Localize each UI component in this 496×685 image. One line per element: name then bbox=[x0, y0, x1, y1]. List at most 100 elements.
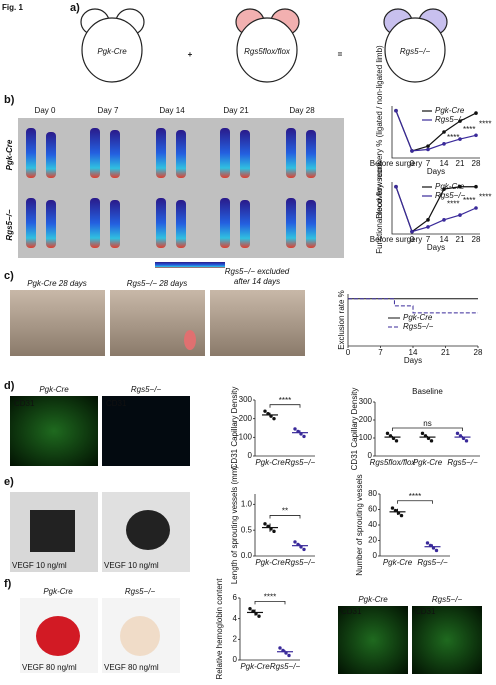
y-tick-label: 300 bbox=[239, 395, 253, 404]
y-axis-label: CD31 Capillary Density bbox=[230, 387, 239, 470]
significance: **** bbox=[479, 192, 491, 201]
significance: **** bbox=[463, 125, 475, 134]
data-point bbox=[474, 111, 478, 115]
dot bbox=[390, 506, 395, 510]
y-axis-label: Exclusion rate % bbox=[337, 290, 346, 350]
data-point bbox=[442, 218, 446, 222]
dot bbox=[399, 513, 404, 518]
dot bbox=[263, 522, 267, 526]
x-tick-label: 28 bbox=[472, 159, 481, 168]
y-axis-label: Blood flow recovery % (ligated / non-lig… bbox=[375, 45, 384, 219]
photo-caption: Pgk-Cre 28 days bbox=[27, 279, 87, 288]
dot bbox=[393, 508, 398, 513]
data-point bbox=[458, 184, 462, 189]
y-tick-label: 0 bbox=[233, 655, 238, 664]
dot bbox=[434, 548, 439, 553]
dot bbox=[464, 439, 469, 443]
data-point bbox=[474, 184, 478, 189]
image-label: VEGF 10 ng/ml bbox=[12, 561, 67, 570]
micrographs bbox=[10, 396, 482, 674]
x-axis-label: Days bbox=[427, 243, 445, 252]
leg-photos bbox=[10, 290, 305, 356]
dot bbox=[388, 434, 393, 438]
y-axis-label: CD31 Capillary Density bbox=[350, 388, 359, 471]
legend-label: Pgk-Cre bbox=[435, 106, 465, 115]
axes bbox=[391, 106, 480, 159]
dot bbox=[461, 436, 466, 441]
dot bbox=[278, 646, 282, 650]
y-tick-label: 200 bbox=[239, 414, 253, 423]
x-tick-label: Rgs5−/− bbox=[285, 458, 316, 467]
data-point bbox=[458, 119, 462, 123]
data-point bbox=[458, 137, 462, 141]
image-label: VEGF 80 ng/ml bbox=[104, 663, 159, 672]
image-title: Pgk-Cre bbox=[43, 587, 73, 596]
y-tick-label: 200 bbox=[359, 415, 373, 424]
axes bbox=[239, 598, 300, 661]
panel-label: c) bbox=[4, 270, 14, 282]
photo-caption: after 14 days bbox=[234, 277, 280, 286]
day-label: Day 7 bbox=[98, 106, 119, 115]
stain-label: CD31 bbox=[106, 399, 127, 408]
x-tick-label: 28 bbox=[474, 348, 483, 357]
significance: ** bbox=[282, 507, 288, 516]
x-tick-label: 0 bbox=[410, 159, 415, 168]
mouse-label: Rgs5flox/flox bbox=[244, 47, 291, 56]
image-title: Rgs5−/− bbox=[125, 587, 156, 596]
dot bbox=[266, 411, 270, 416]
significance: **** bbox=[409, 492, 421, 501]
dot bbox=[429, 439, 434, 443]
y-axis-label: Functional recovery score bbox=[375, 162, 384, 254]
y-tick-label: 1.0 bbox=[241, 499, 253, 508]
axes bbox=[374, 402, 480, 457]
y-tick-label: 100 bbox=[239, 432, 253, 441]
x-tick-label: 14 bbox=[440, 159, 449, 168]
dot bbox=[266, 524, 270, 529]
x-tick-label: Rgs5−/− bbox=[285, 558, 316, 567]
stain-label: CD31 bbox=[14, 399, 35, 408]
x-tick-label: 28 bbox=[472, 235, 481, 244]
dot bbox=[284, 651, 288, 655]
x-tick-label: 14 bbox=[440, 235, 449, 244]
dot bbox=[254, 612, 258, 616]
data-point bbox=[442, 142, 446, 146]
dot bbox=[257, 614, 261, 618]
significance: **** bbox=[463, 196, 475, 205]
dot bbox=[394, 439, 399, 443]
dot bbox=[293, 427, 297, 431]
significance-bracket bbox=[269, 515, 301, 519]
image-title: Rgs5−/− bbox=[131, 385, 162, 394]
y-tick-label: 0 bbox=[248, 451, 253, 460]
dot bbox=[299, 432, 303, 436]
x-tick-label: Rgs5−/− bbox=[447, 458, 478, 467]
y-axis-label: Relative hemoglobin content bbox=[215, 578, 224, 680]
y-tick-label: 0.0 bbox=[241, 551, 253, 560]
significance-bracket bbox=[269, 404, 301, 408]
data-point bbox=[442, 187, 446, 191]
dot bbox=[385, 431, 390, 436]
x-axis-label: Days bbox=[404, 356, 422, 365]
x-tick-label: 21 bbox=[441, 348, 450, 357]
image-title: Rgs5−/− bbox=[432, 595, 463, 604]
laser-doppler-images bbox=[18, 118, 344, 268]
data-point bbox=[394, 108, 398, 113]
axes bbox=[391, 182, 480, 235]
data-point bbox=[410, 229, 414, 234]
x-tick-label: Pgk-Cre bbox=[383, 558, 413, 567]
x-tick-label: Rgs5−/− bbox=[270, 662, 301, 671]
significance-bracket bbox=[397, 500, 433, 504]
dot bbox=[272, 416, 276, 421]
dot bbox=[420, 431, 425, 436]
x-tick-label: 14 bbox=[409, 348, 418, 357]
mouse-label: Rgs5−/− bbox=[400, 47, 431, 56]
y-tick-label: 60 bbox=[368, 505, 377, 514]
y-tick-label: 0.5 bbox=[241, 525, 253, 534]
data-point bbox=[410, 149, 414, 153]
significance: **** bbox=[279, 396, 291, 405]
panel-label: d) bbox=[4, 380, 15, 392]
legend-label: Pgk-Cre bbox=[435, 182, 465, 191]
dot bbox=[302, 434, 306, 439]
x-tick-label: 7 bbox=[426, 235, 431, 244]
x-tick-label: Before surgery bbox=[370, 159, 422, 168]
row-label: Pgk-Cre bbox=[5, 139, 14, 170]
